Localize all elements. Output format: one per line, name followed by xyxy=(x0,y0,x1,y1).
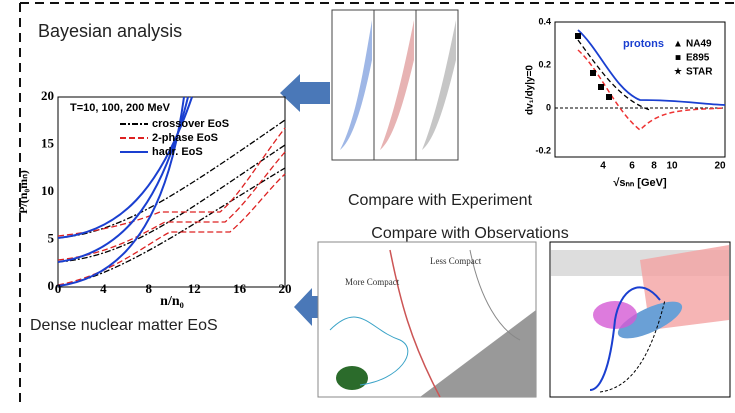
plot-label: protons xyxy=(623,38,664,50)
plot-title: T=10, 100, 200 MeV xyxy=(70,102,171,114)
mass-radius-plot xyxy=(549,241,731,398)
curve xyxy=(389,249,441,398)
plot-frame xyxy=(554,21,726,158)
curve xyxy=(577,39,651,111)
x-tick-label: 12 xyxy=(188,281,201,296)
point xyxy=(606,94,612,100)
legend-marker: ▲ xyxy=(673,39,683,50)
annotation: More Compact xyxy=(345,277,400,287)
eos-plot: T=10, 100, 200 MeV n/n₀ P/(n₀mₙ) xyxy=(16,96,286,309)
contour xyxy=(329,316,409,386)
y-tick-label: 0.4 xyxy=(538,16,551,26)
x-tick-label: 20 xyxy=(279,281,292,296)
curve xyxy=(57,119,286,239)
plot-frame xyxy=(57,96,286,288)
section-label: Bayesian analysis xyxy=(38,21,182,41)
flow-plot xyxy=(554,21,726,158)
x-tick-label: 0 xyxy=(55,281,62,296)
y-tick-label: -0.2 xyxy=(535,145,551,155)
legend-label: 2-phase EoS xyxy=(152,132,218,144)
x-tick-label: 10 xyxy=(666,161,678,172)
arrow xyxy=(280,74,330,112)
curve xyxy=(589,286,661,391)
contour xyxy=(617,301,683,339)
y-tick-label: 0 xyxy=(546,102,551,112)
curve xyxy=(57,144,286,263)
legend-label: NA49 xyxy=(686,39,712,50)
x-tick-label: 4 xyxy=(600,161,606,172)
curve xyxy=(57,167,286,287)
contour xyxy=(336,366,368,390)
experiment-panels xyxy=(331,9,459,161)
point xyxy=(575,33,581,39)
curve xyxy=(599,299,666,393)
legend-label: crossover EoS xyxy=(152,118,229,130)
point xyxy=(598,84,604,90)
x-tick-label: 16 xyxy=(233,281,247,296)
y-axis-label: dv₁/dy|y=0 xyxy=(525,65,536,115)
x-axis-label: √sₙₙ [GeV] xyxy=(613,177,667,189)
excluded-region xyxy=(420,310,536,397)
x-tick-label: 8 xyxy=(146,281,153,296)
curve xyxy=(57,96,185,287)
contour-plot xyxy=(317,241,537,398)
section-label: Dense nuclear matter EoS xyxy=(30,317,218,334)
x-tick-label: 6 xyxy=(629,161,635,172)
x-tick-label: 20 xyxy=(714,161,726,172)
panel xyxy=(415,9,459,161)
legend-label: hadr. EoS xyxy=(152,146,203,158)
x-tick-label: 8 xyxy=(651,161,657,172)
x-axis-label: n/n₀ xyxy=(160,294,184,309)
y-axis-label: P/(n₀mₙ) xyxy=(16,170,30,214)
panel xyxy=(373,9,417,161)
curve xyxy=(469,249,521,341)
legend-marker: ★ xyxy=(674,67,683,78)
band xyxy=(380,20,414,150)
section-label: Compare with Observations xyxy=(371,225,568,242)
section-label: Compare with Experiment xyxy=(348,192,533,209)
annotation: Less Compact xyxy=(430,256,482,266)
panel xyxy=(331,9,375,161)
curve xyxy=(57,151,286,261)
point xyxy=(590,70,596,76)
band xyxy=(422,20,456,150)
y-tick-label: 5 xyxy=(48,230,55,245)
band xyxy=(340,20,372,150)
curve xyxy=(577,29,726,106)
y-tick-label: 0 xyxy=(48,278,55,293)
curve xyxy=(57,127,286,237)
legend-label: E895 xyxy=(686,53,710,64)
y-tick-label: 15 xyxy=(41,135,55,150)
legend-marker: ■ xyxy=(675,53,681,64)
y-tick-label: 20 xyxy=(41,88,54,103)
legend-label: STAR xyxy=(686,67,713,78)
x-tick-label: 4 xyxy=(100,281,107,296)
y-tick-label: 10 xyxy=(41,183,54,198)
y-tick-label: 0.2 xyxy=(538,59,551,69)
